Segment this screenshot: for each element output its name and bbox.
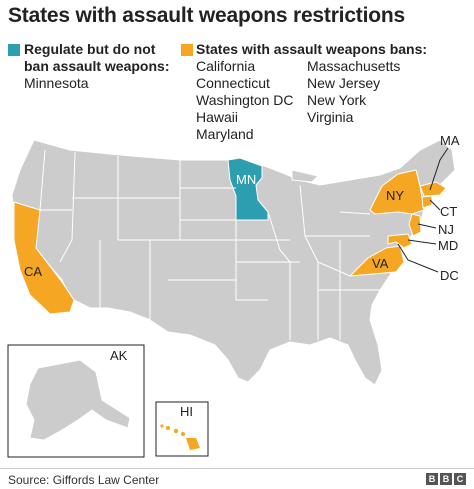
state-nj — [408, 213, 422, 237]
state-borders — [39, 149, 390, 340]
label-ak: AK — [110, 348, 128, 363]
contiguous-us-shape — [11, 139, 456, 386]
state-ak — [25, 359, 131, 441]
legend-ban-col2: Massachusetts New Jersey New York Virgin… — [307, 58, 400, 126]
legend-ban: States with assault weapons bans: — [196, 41, 427, 58]
state-ct — [421, 195, 433, 209]
legend-ban-state: New York — [307, 92, 367, 108]
state-ca — [13, 201, 75, 315]
bbc-logo-letter: B — [440, 473, 452, 485]
label-md: MD — [438, 238, 458, 253]
legend-ban-state: Maryland — [196, 126, 254, 142]
label-dc: DC — [440, 268, 459, 283]
label-ct: CT — [440, 204, 457, 219]
legend-ban-label: States with assault weapons bans: — [196, 41, 428, 57]
legend-regulate: Regulate but do not ban assault weapons:… — [24, 41, 169, 92]
state-ma — [419, 181, 447, 197]
state-va — [349, 245, 405, 277]
label-va: VA — [372, 256, 389, 271]
page-title: States with assault weapons restrictions — [8, 4, 405, 27]
legend-ban-state: Virginia — [307, 109, 354, 125]
legend-regulate-state: Minnesota — [24, 75, 89, 91]
label-mn: MN — [236, 172, 256, 187]
state-hi — [160, 424, 200, 450]
source-text: Source: Giffords Law Center — [8, 473, 160, 487]
state-mi — [291, 169, 319, 183]
state-mn — [227, 157, 269, 221]
label-nj: NJ — [438, 222, 454, 237]
legend-ban-col1: California Connecticut Washington DC Haw… — [196, 58, 294, 143]
legend-regulate-line2: ban assault weapons: — [24, 58, 170, 74]
bbc-logo: B B C — [426, 473, 466, 485]
state-md — [387, 233, 413, 249]
label-ma: MA — [440, 133, 460, 148]
legend-regulate-line1: Regulate but do not — [24, 41, 156, 57]
us-map: MN CA NY VA MA CT NJ MD DC AK HI — [0, 130, 474, 470]
legend-ban-state: New Jersey — [307, 75, 381, 91]
legend-ban-state: Massachusetts — [307, 58, 401, 74]
bbc-logo-letter: B — [426, 473, 438, 485]
label-hi: HI — [180, 404, 193, 419]
ban-swatch — [181, 44, 193, 56]
bbc-logo-letter: C — [454, 473, 466, 485]
legend-ban-state: Washington DC — [196, 92, 294, 108]
callout-lines — [397, 147, 449, 273]
regulate-swatch — [8, 44, 20, 56]
legend-ban-state: Hawaii — [196, 109, 239, 125]
legend-ban-state: California — [196, 58, 256, 74]
label-ca: CA — [24, 264, 42, 279]
footer: Source: Giffords Law Center B B C — [0, 468, 474, 489]
label-ny: NY — [386, 188, 404, 203]
legend-ban-state: Connecticut — [196, 75, 270, 91]
